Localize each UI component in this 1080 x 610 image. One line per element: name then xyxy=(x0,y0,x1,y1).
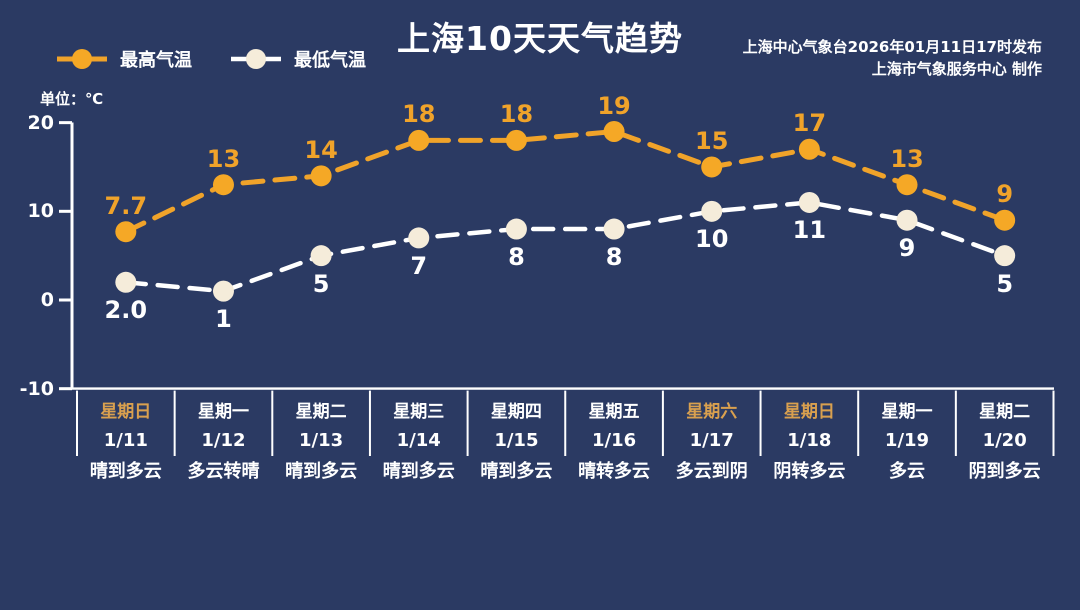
low-temp-marker xyxy=(310,245,332,267)
high-temp-marker xyxy=(408,129,430,151)
legend-label-high-temp: 最高气温 xyxy=(120,50,192,71)
low-temp-marker xyxy=(798,191,820,213)
high-temp-marker xyxy=(896,174,918,196)
high-temp-marker xyxy=(798,138,820,160)
low-temp-marker xyxy=(701,200,723,222)
source-line-producer: 上海市气象服务中心 制作 xyxy=(871,60,1042,78)
low-temp-marker xyxy=(115,271,137,293)
low-temp-marker xyxy=(994,245,1016,267)
low-temp-marker xyxy=(505,218,527,240)
chart-title: 上海10天天气趋势 xyxy=(397,19,683,58)
high-temp-marker xyxy=(994,209,1016,231)
source-info: 上海中心气象台2026年01月11日17时发布 上海市气象服务中心 制作 xyxy=(743,36,1042,80)
high-temp-marker xyxy=(505,129,527,151)
source-line-issued: 上海中心气象台2026年01月11日17时发布 xyxy=(742,38,1042,56)
low-temp-legend-marker xyxy=(231,49,281,69)
high-temp-marker xyxy=(115,221,137,243)
low-temp-marker xyxy=(603,218,625,240)
high-temp-line xyxy=(123,128,1008,235)
high-temp-marker xyxy=(310,165,332,187)
legend-item-low-temp: 最低气温 xyxy=(230,46,366,72)
unit-label: 单位：℃ xyxy=(40,90,104,108)
legend-item-high-temp: 最高气温 xyxy=(56,46,192,72)
low-temp-line xyxy=(123,200,1007,294)
low-temp-marker xyxy=(408,227,430,249)
low-temp-marker xyxy=(896,209,918,231)
high-temp-legend-marker xyxy=(57,49,107,69)
legend-label-low-temp: 最低气温 xyxy=(294,50,366,71)
low-temp-marker xyxy=(212,280,234,302)
high-temp-marker xyxy=(212,174,234,196)
legend: 最高气温 最低气温 xyxy=(56,46,366,72)
high-temp-marker xyxy=(603,121,625,143)
high-temp-marker xyxy=(701,156,723,178)
